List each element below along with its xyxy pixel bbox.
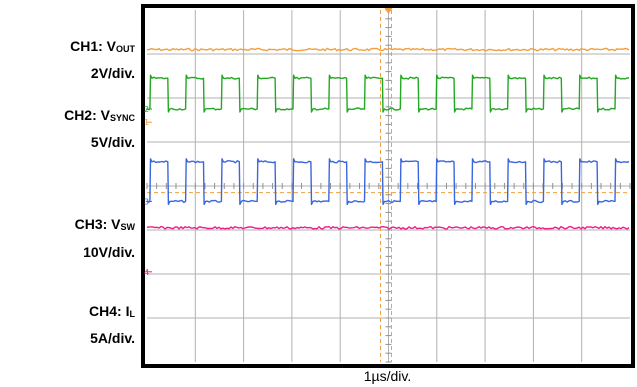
channel-markers: 1234 [144,105,152,277]
ch4-name: CH4: I [89,303,130,319]
ch3-label: CH3: VSW [75,216,135,236]
ch2-sub: SYNC [109,113,135,123]
ch2-trace [146,74,629,113]
ch1-trace [146,47,630,52]
ch2-name: CH2: V [64,107,110,123]
timebase-label: 1µs/div. [363,368,412,384]
ch4-sub: L [129,309,136,319]
scope-display: 1234 [141,4,635,368]
ch3-sub: SW [120,222,136,232]
trigger-icon [384,8,393,14]
ch1-name: CH1: V [70,38,116,54]
ch1-sub: OUT [116,44,135,54]
ch2-scale: 5V/div. [90,134,135,150]
ch1-label: CH1: VOUT [70,38,135,58]
ch3-scale: 10V/div. [83,244,135,260]
scope-traces [146,47,630,230]
ch3-name: CH3: V [74,216,121,232]
ch4-trace [146,225,630,230]
ch2-label: CH2: VSYNC [64,107,135,127]
ch1-scale: 2V/div. [90,65,135,81]
ch4-scale: 5A/div. [90,330,135,346]
ch3-trace [146,158,630,206]
ch4-label: CH4: IL [89,303,135,323]
